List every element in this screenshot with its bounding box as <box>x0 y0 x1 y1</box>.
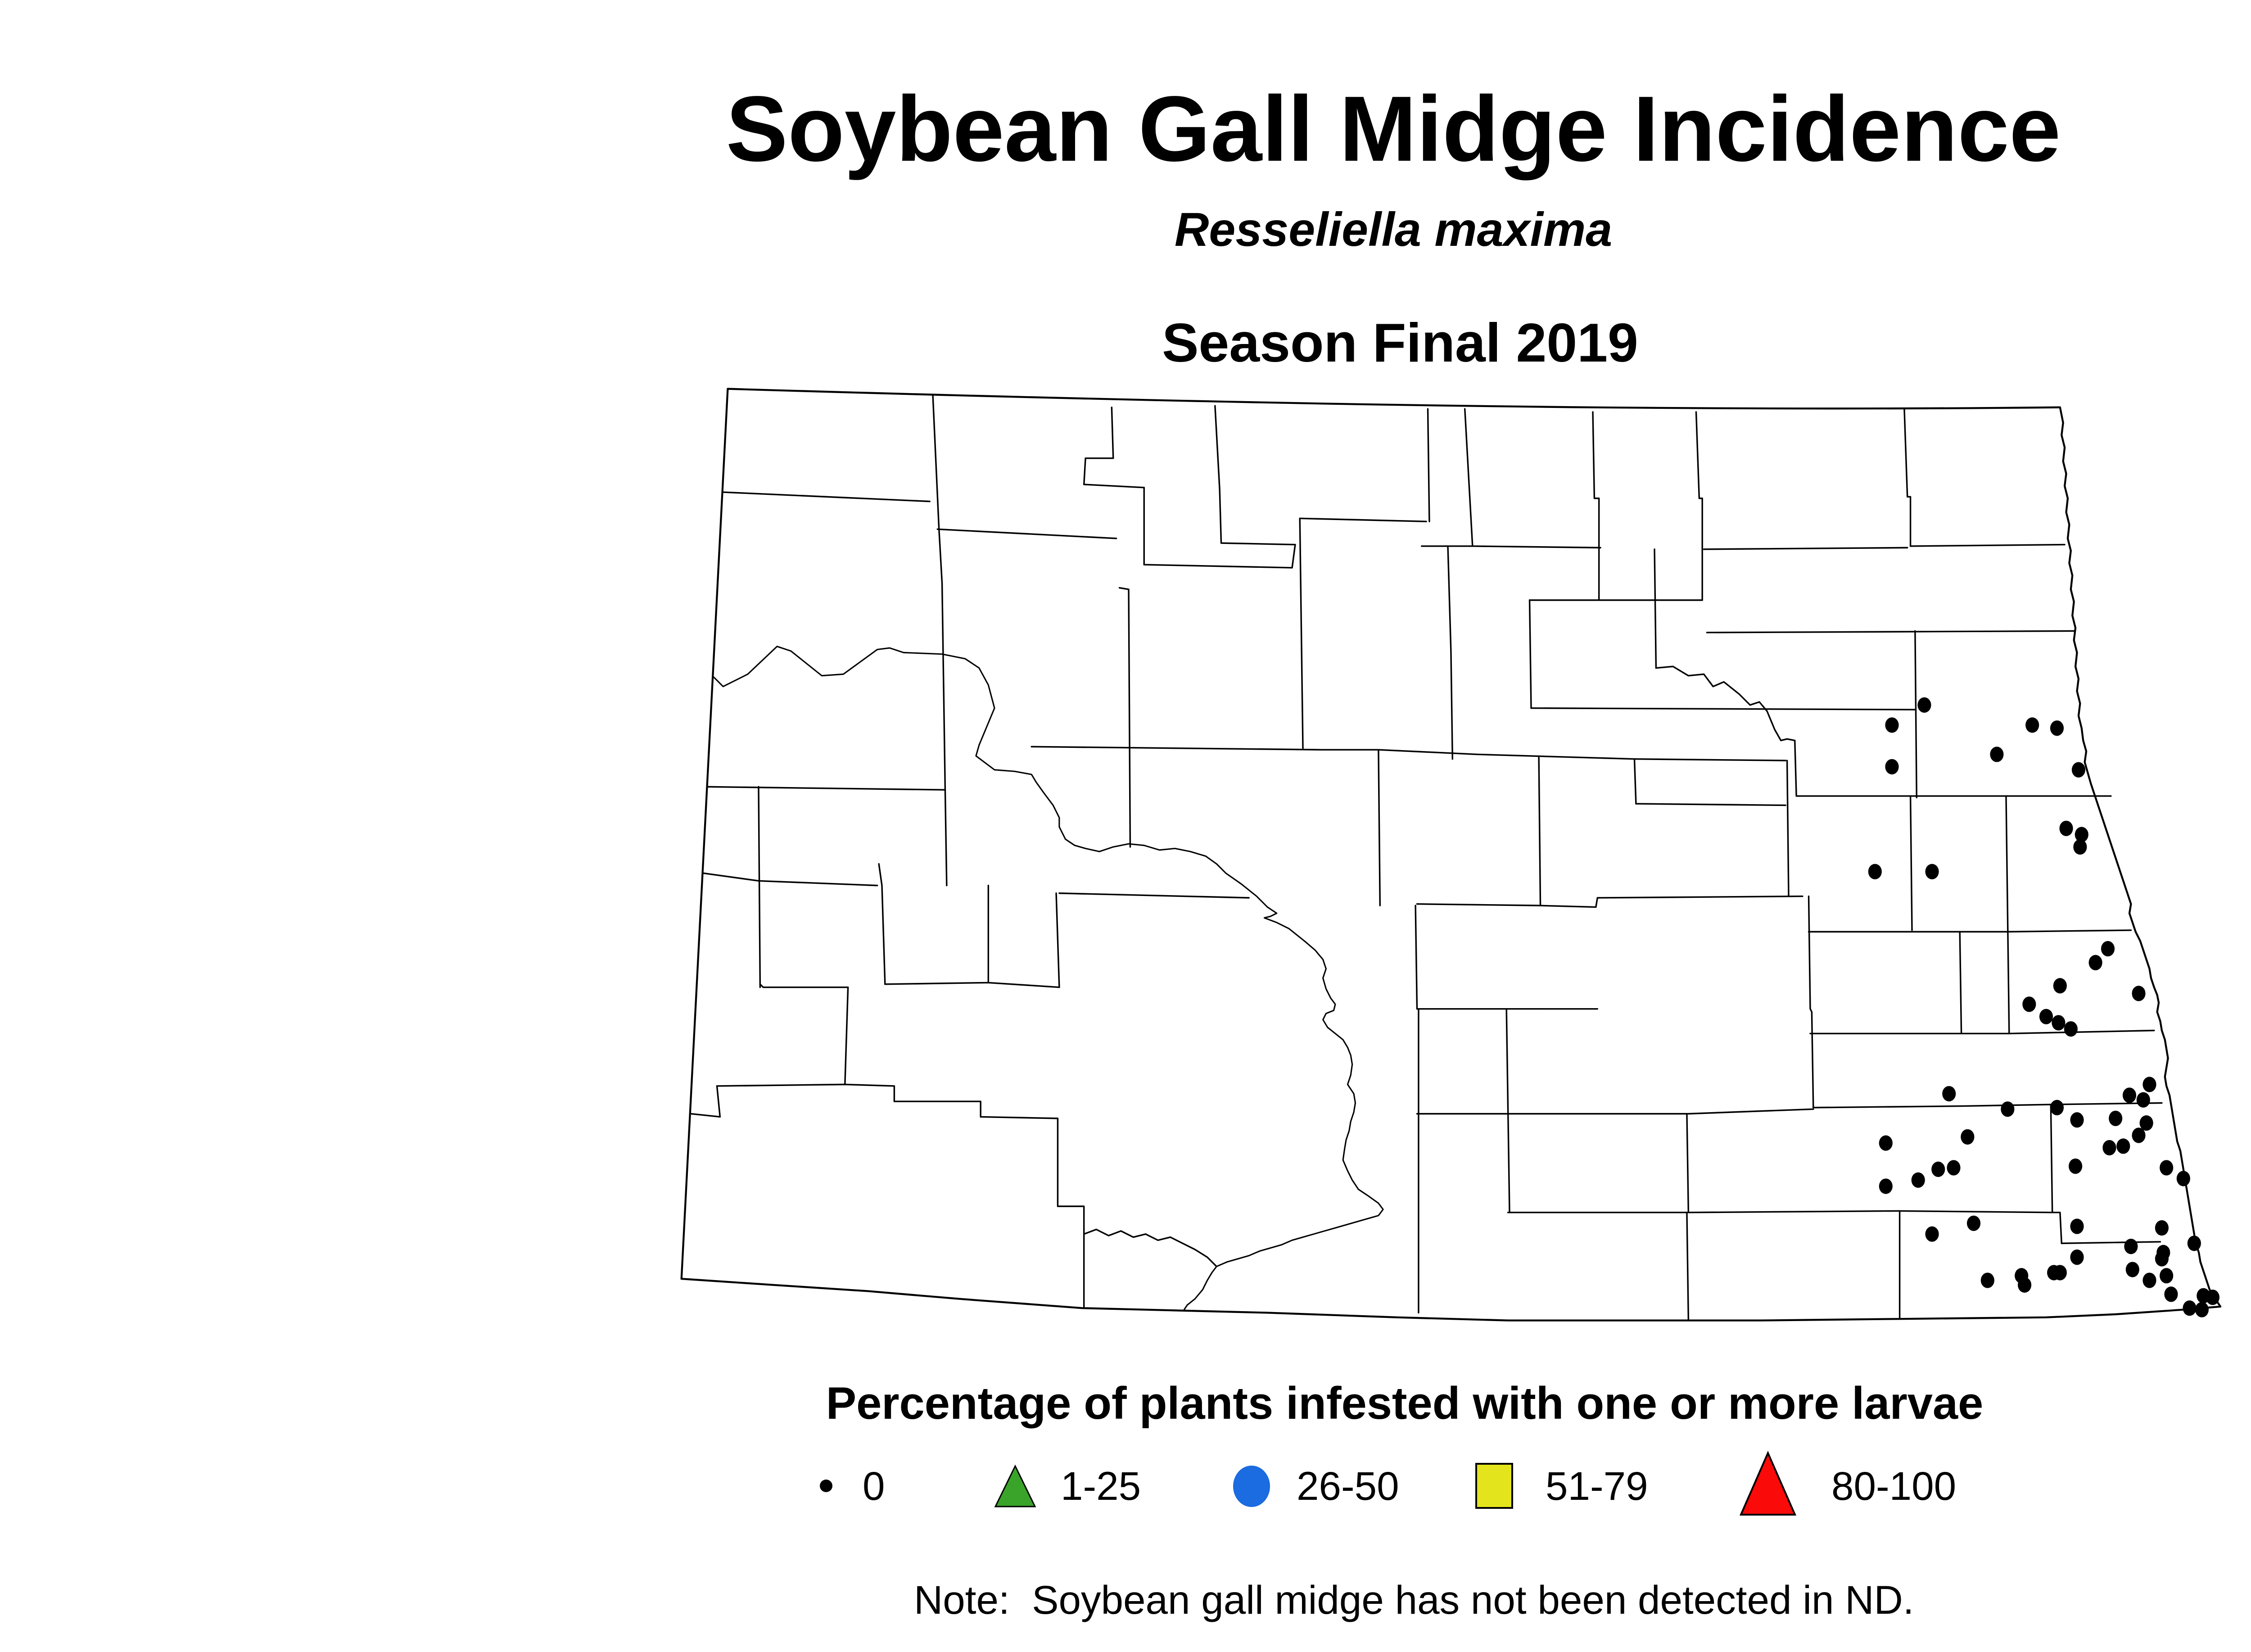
map-data-point <box>2070 1112 2084 1128</box>
map-data-point <box>2176 1171 2190 1186</box>
map-data-point <box>1947 1160 1961 1176</box>
map-data-point <box>2025 717 2039 733</box>
map-data-point <box>1925 864 1939 879</box>
map-data-point <box>2143 1272 2156 1288</box>
map-data-point <box>2017 1277 2032 1293</box>
county-borders <box>690 394 2163 1322</box>
season-subtitle: Season Final 2019 <box>1162 312 1638 373</box>
map-data-point <box>2064 1021 2078 1037</box>
map-data-point <box>1879 1178 1893 1194</box>
legend-label-1-25: 1-25 <box>1061 1463 1141 1508</box>
map-data-point <box>2116 1138 2130 1154</box>
map-data-point <box>2075 827 2088 842</box>
map-data-point <box>2088 955 2102 971</box>
map-data-point <box>2022 996 2036 1012</box>
map-data-point <box>1931 1161 1945 1177</box>
map-data-point <box>2050 720 2064 736</box>
map-data-point <box>2073 839 2087 855</box>
red-triangle-icon <box>1739 1451 1797 1516</box>
map-data-point <box>2155 1251 2169 1267</box>
map-data-point <box>2101 941 2115 957</box>
map-data-point <box>2187 1236 2201 1251</box>
map-data-point <box>2122 1087 2137 1103</box>
map-data-point <box>2143 1077 2156 1092</box>
map-data-point <box>2136 1092 2150 1108</box>
map-data-point <box>2132 986 2146 1001</box>
map-data-point <box>2039 1009 2053 1024</box>
map-data-point <box>2125 1262 2139 1277</box>
legend-label-80-100: 80-100 <box>1831 1463 1957 1508</box>
green-triangle-icon <box>994 1464 1036 1507</box>
legend-item-1-25 <box>993 1464 1037 1508</box>
map-data-point <box>2052 1015 2066 1031</box>
blue-circle-icon <box>1233 1466 1270 1507</box>
legend-item-51-79 <box>1475 1462 1514 1509</box>
map-data-point <box>2069 1158 2083 1174</box>
state-outline <box>680 388 2222 1322</box>
map-data-point <box>2109 1110 2123 1127</box>
missouri-river-line <box>713 646 1384 1311</box>
north-dakota-county-map <box>675 380 2242 1354</box>
map-data-point <box>1966 1215 1981 1231</box>
map-data-point <box>2001 1101 2015 1117</box>
map-data-point <box>1885 717 1899 733</box>
map-data-point <box>2053 978 2067 994</box>
map-data-point <box>2160 1268 2174 1284</box>
map-data-point <box>2139 1115 2153 1131</box>
page-title: Soybean Gall Midge Incidence <box>726 77 2061 181</box>
map-data-point <box>1885 759 1899 774</box>
map-data-point <box>1917 697 1931 713</box>
map-data-point <box>2070 1218 2084 1234</box>
map-data-point <box>1911 1172 1925 1188</box>
legend-item-26-50 <box>1232 1464 1271 1508</box>
map-data-point <box>2124 1239 2138 1254</box>
map-data-point <box>2160 1160 2174 1176</box>
species-subtitle: Resseliella maxima <box>1174 203 1613 256</box>
map-data-point <box>2059 820 2073 836</box>
map-data-point <box>2102 1140 2116 1156</box>
map-data-point <box>2071 762 2085 778</box>
note-text: Note: Soybean gall midge has not been de… <box>914 1577 1914 1622</box>
map-data-point <box>1879 1135 1893 1151</box>
map-data-point <box>1925 1226 1939 1242</box>
legend-label-0: 0 <box>863 1463 885 1508</box>
map-data-point <box>1980 1272 1994 1288</box>
yellow-square-icon <box>1475 1463 1513 1509</box>
legend-title: Percentage of plants infested with one o… <box>826 1378 1984 1429</box>
legend-item-80-100 <box>1738 1451 1798 1517</box>
legend-item-0 <box>819 1479 833 1493</box>
map-data-point <box>2183 1300 2197 1316</box>
map-data-point <box>2164 1286 2178 1302</box>
map-data-point <box>1942 1086 1956 1102</box>
map-data-point <box>2195 1302 2209 1317</box>
map-data-point <box>2155 1220 2169 1236</box>
map-data-point <box>2070 1249 2084 1265</box>
map-data-point <box>2206 1290 2219 1305</box>
map-data-points <box>1868 697 2219 1317</box>
map-data-point <box>2053 1265 2067 1281</box>
map-svg <box>680 388 2222 1322</box>
map-data-point <box>1868 864 1882 879</box>
legend-label-26-50: 26-50 <box>1297 1463 1399 1508</box>
map-data-point <box>2132 1127 2146 1143</box>
small-dot-icon <box>820 1480 832 1492</box>
map-data-point <box>1961 1129 1975 1145</box>
map-data-point <box>2050 1100 2064 1116</box>
legend-label-51-79: 51-79 <box>1546 1463 1648 1508</box>
map-data-point <box>1990 747 2004 762</box>
